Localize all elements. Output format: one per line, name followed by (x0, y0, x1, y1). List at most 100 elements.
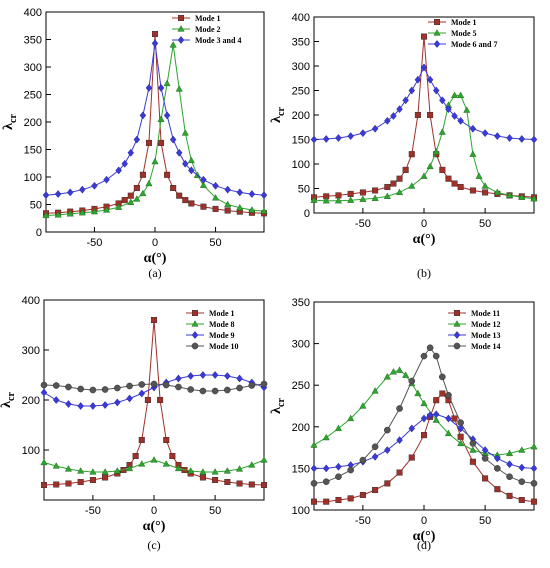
data-point (457, 433, 464, 440)
x-tick-label: -50 (355, 515, 371, 527)
data-point (211, 371, 219, 379)
data-point (432, 86, 440, 95)
data-point (157, 397, 164, 404)
data-point (126, 394, 133, 403)
data-point (402, 96, 409, 105)
data-point (187, 156, 195, 164)
legend-marker (454, 310, 461, 317)
series-line (313, 369, 535, 456)
y-axis-label: λcr (269, 398, 287, 414)
data-point (77, 467, 85, 474)
data-point (212, 194, 220, 201)
data-point (371, 452, 379, 461)
data-point (469, 440, 477, 447)
data-point (211, 387, 219, 395)
data-point (248, 382, 256, 389)
data-point (390, 112, 397, 120)
data-point (323, 498, 330, 505)
data-point (175, 374, 182, 383)
data-point (145, 179, 153, 187)
data-point (469, 150, 477, 157)
data-point (126, 382, 133, 390)
data-point (396, 175, 403, 182)
data-point (199, 387, 207, 395)
data-point (432, 352, 440, 360)
panel-caption: (d) (417, 538, 431, 552)
data-point (170, 184, 177, 191)
data-point (224, 372, 231, 380)
data-point (457, 419, 464, 426)
data-point (138, 389, 146, 398)
data-point (432, 416, 440, 423)
data-point (150, 380, 158, 388)
data-point (408, 424, 416, 433)
y-axis-label: λcr (0, 392, 17, 408)
y-tick-label: 0 (304, 208, 310, 220)
data-point (310, 480, 318, 487)
data-point (322, 464, 330, 473)
legend-label: Mode 2 (195, 25, 221, 34)
data-point (224, 479, 231, 486)
data-point (322, 196, 330, 204)
x-tick-label: 0 (152, 237, 158, 249)
data-point (347, 196, 355, 203)
data-point (493, 188, 501, 196)
data-point (444, 429, 452, 437)
data-point (41, 482, 48, 489)
legend-marker (433, 40, 441, 48)
data-point (445, 175, 452, 182)
data-point (132, 453, 139, 460)
data-point (175, 148, 183, 157)
data-point (40, 388, 48, 397)
data-point (494, 465, 501, 472)
data-point (187, 372, 194, 380)
legend-marker (453, 320, 461, 327)
x-axis-label: α(°) (413, 232, 436, 247)
data-point (384, 446, 391, 455)
data-point (518, 193, 526, 200)
data-point (133, 135, 141, 144)
y-tick-label: 250 (292, 380, 310, 392)
data-point (506, 191, 514, 198)
data-point (248, 190, 256, 198)
data-point (335, 462, 342, 471)
data-point (359, 456, 367, 464)
data-point (261, 482, 268, 489)
data-point (506, 449, 514, 457)
data-point (224, 200, 232, 208)
series-line (314, 413, 535, 469)
y-tick-label: 150 (24, 145, 42, 157)
series-mode-8 (40, 456, 268, 475)
data-point (457, 116, 464, 125)
series-line (45, 33, 265, 214)
y-tick-label: 350 (24, 35, 42, 47)
data-point (457, 184, 464, 191)
data-point (451, 415, 458, 422)
y-tick-label: 100 (292, 505, 310, 517)
data-point (469, 187, 476, 194)
data-point (310, 441, 318, 448)
data-point (469, 446, 477, 453)
data-point (457, 91, 465, 99)
data-point (103, 175, 110, 184)
data-point (115, 166, 122, 175)
x-tick-label: 50 (209, 505, 221, 517)
data-point (384, 184, 391, 191)
data-point (475, 172, 483, 179)
data-point (66, 210, 74, 217)
data-point (40, 381, 48, 389)
legend-label: Mode 1 (209, 309, 235, 318)
data-point (371, 124, 379, 133)
series-mode-10 (40, 380, 268, 395)
series-mode-14 (310, 344, 538, 487)
panel-caption: (b) (417, 266, 431, 280)
data-point (42, 191, 50, 200)
data-point (65, 480, 72, 487)
legend-marker (191, 331, 199, 339)
data-point (432, 410, 440, 419)
data-point (90, 207, 98, 215)
data-point (481, 182, 489, 189)
y-tick-label: 350 (292, 37, 310, 49)
x-axis-label: α(°) (143, 519, 166, 534)
